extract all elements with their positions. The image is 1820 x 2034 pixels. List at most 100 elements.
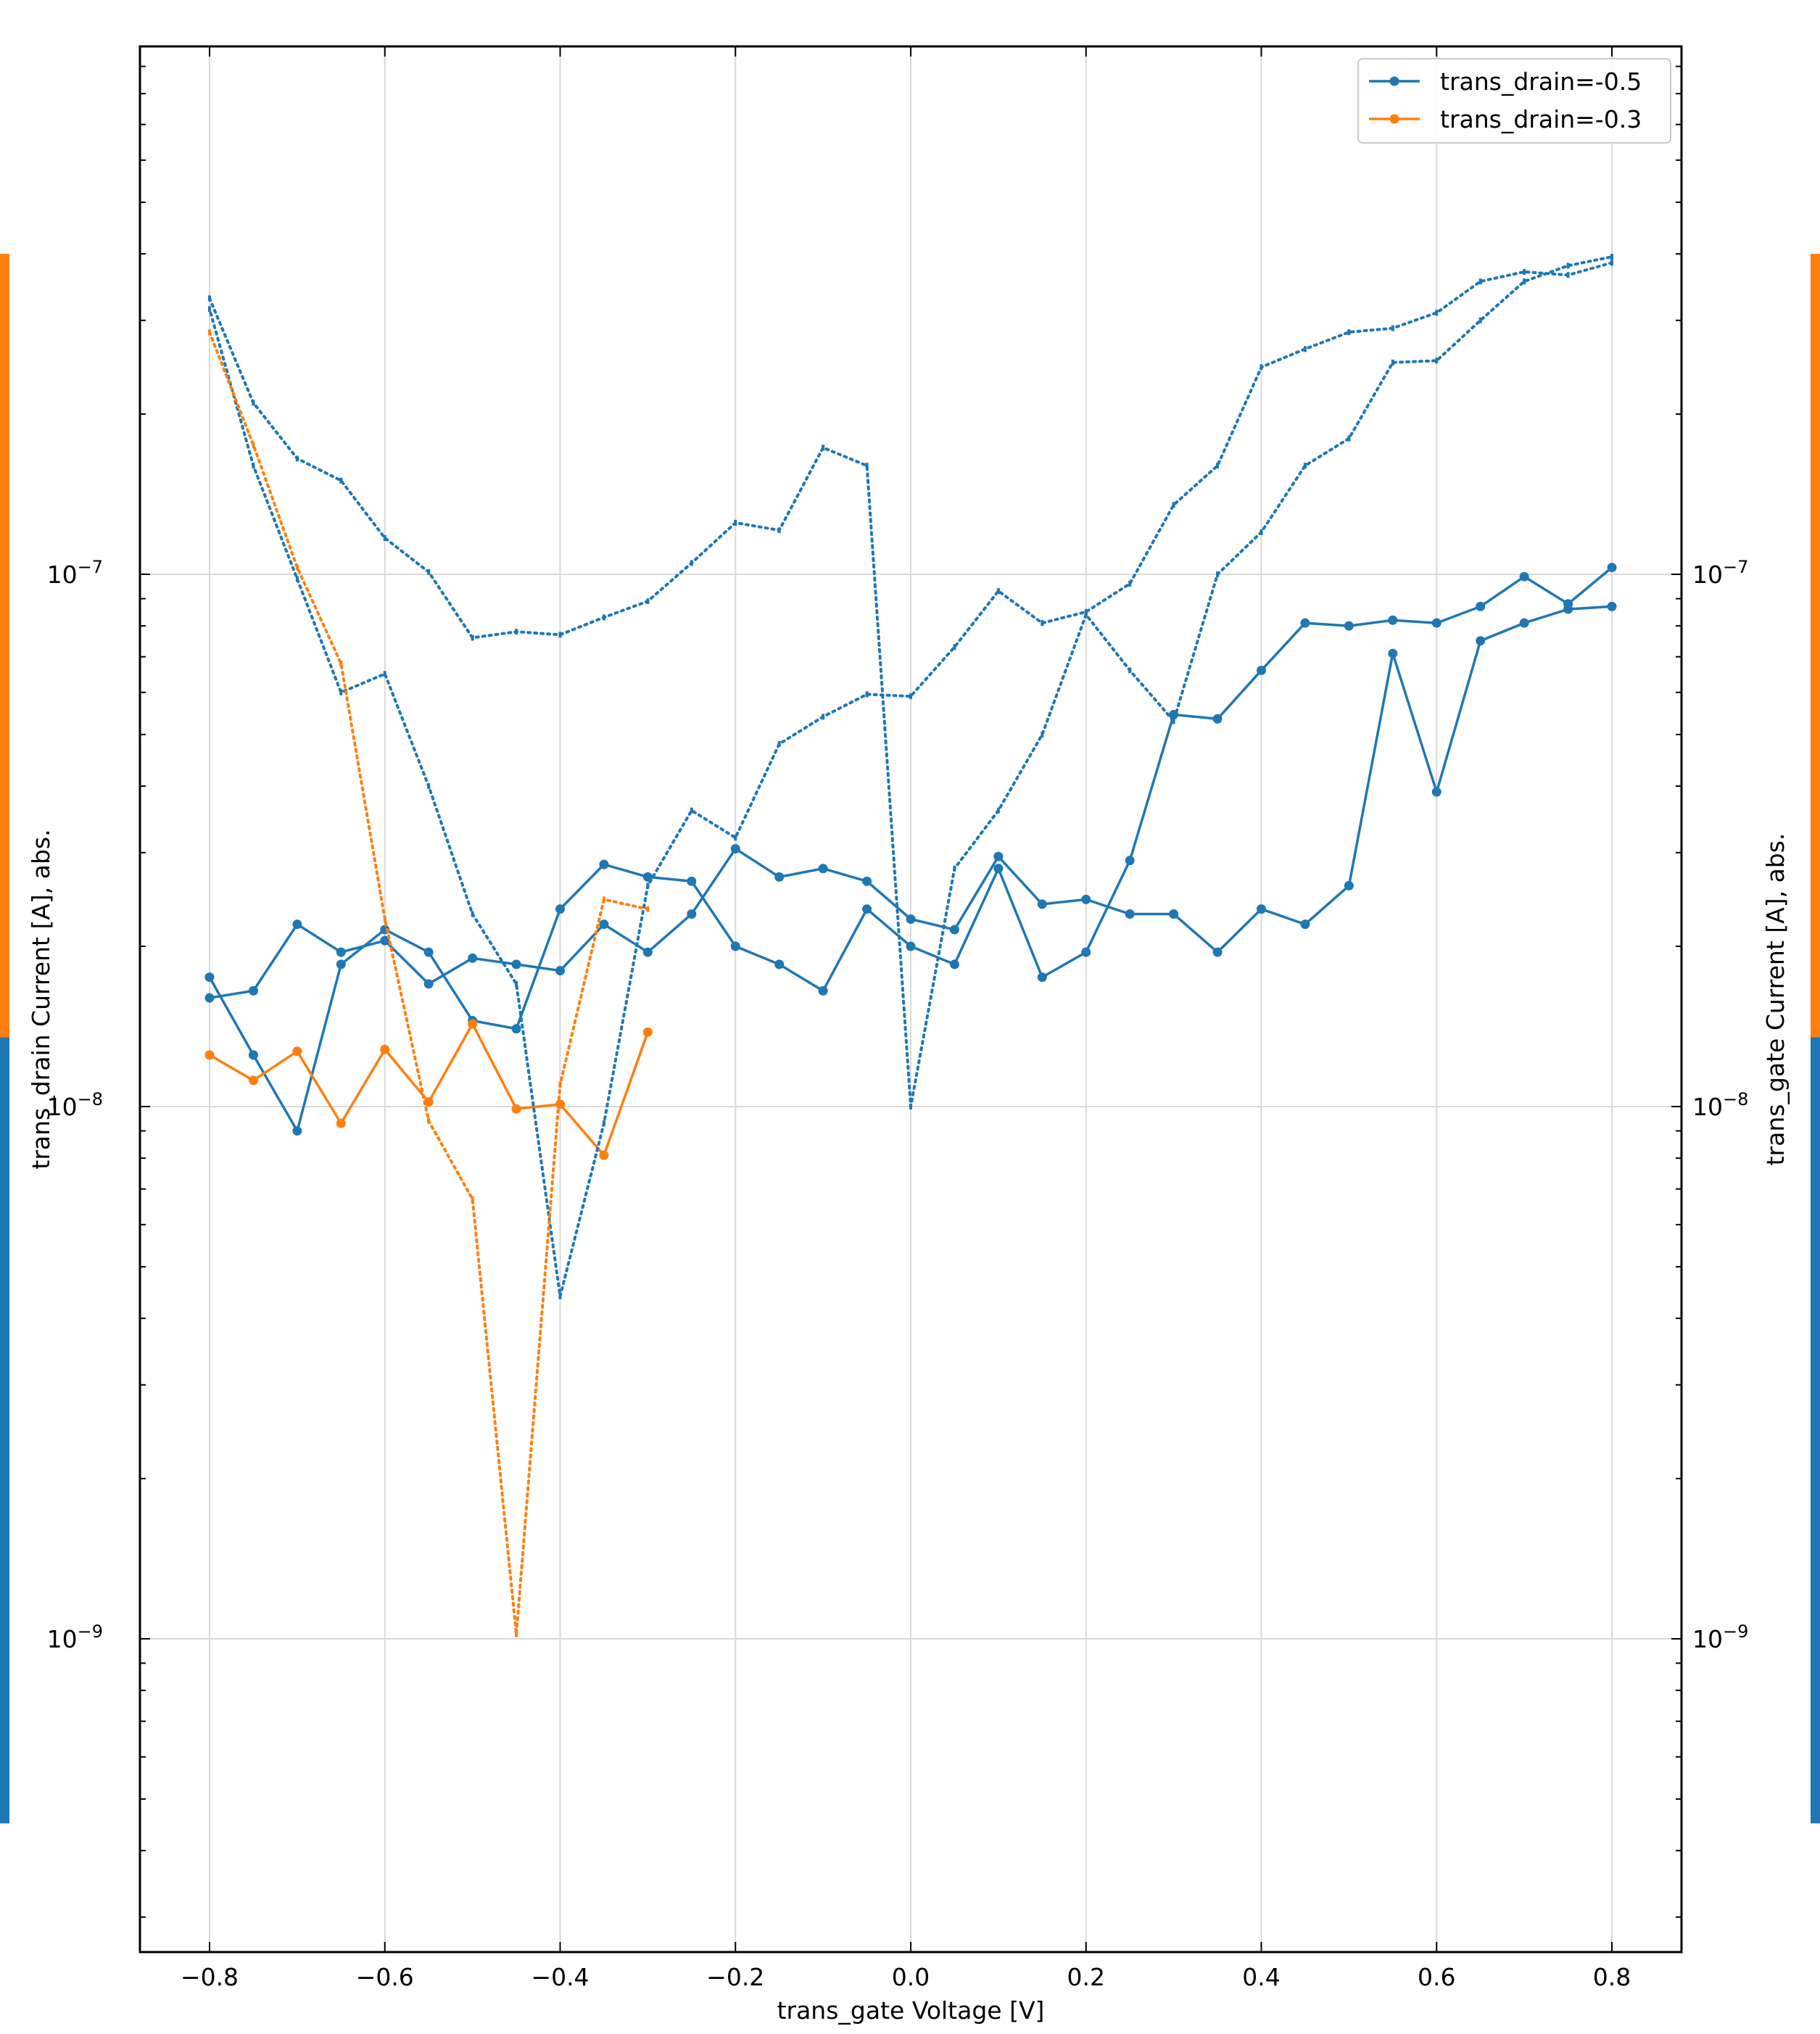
- x-tick-label-4: 0.0: [892, 1963, 930, 1991]
- y-tick-label-left-1: 10−8: [47, 1089, 103, 1121]
- series-0-point-30: [1519, 618, 1529, 628]
- series-2-point-1: [248, 1075, 258, 1086]
- series-1-point-1: [1563, 599, 1573, 609]
- plot-series: [204, 254, 1617, 1637]
- y-axis-label-right: trans_gate Current [A], abs.: [1761, 833, 1790, 1166]
- series-0-point-12: [730, 844, 740, 854]
- series-1-point-32: [204, 972, 215, 983]
- series-0-point-9: [599, 919, 609, 930]
- x-tick-label-5: 0.2: [1067, 1963, 1105, 1991]
- x-tick-label-0: −0.8: [181, 1963, 239, 1991]
- x-axis-label: trans_gate Voltage [V]: [777, 1996, 1045, 2025]
- legend-label-0: trans_drain=-0.5: [1440, 67, 1642, 96]
- series-0-point-24: [1257, 904, 1266, 914]
- y-tick-label-right-2: 10−9: [1692, 1621, 1748, 1653]
- series-0-point-13: [774, 872, 785, 882]
- side-color-bars: [0, 254, 1820, 1824]
- series-line-4: [208, 261, 1613, 1297]
- legend-marker-1: [1389, 114, 1399, 124]
- series-1-point-5: [1388, 615, 1398, 625]
- left-side-bar-0: [0, 254, 9, 1038]
- x-tick-label-1: −0.6: [356, 1963, 414, 1991]
- series-0-point-28: [1431, 787, 1441, 797]
- series-2-point-10: [642, 1027, 653, 1037]
- x-tick-label-8: 0.8: [1593, 1963, 1631, 1991]
- series-0-point-22: [1169, 909, 1179, 919]
- left-side-bar-1: [0, 1037, 9, 1824]
- series-2-point-6: [468, 1019, 478, 1029]
- series-0-point-10: [642, 947, 653, 957]
- series-1-point-17: [862, 904, 872, 914]
- y-tick-label-left-0: 10−7: [47, 557, 103, 589]
- series-0-point-23: [1212, 947, 1223, 957]
- legend: trans_drain=-0.5 trans_drain=-0.3: [1357, 58, 1671, 144]
- series-0-point-6: [468, 953, 478, 963]
- series-1-point-25: [511, 1024, 521, 1034]
- series-1-point-27: [423, 947, 434, 957]
- series-1-point-24: [555, 904, 565, 914]
- series-1-point-11: [1125, 856, 1135, 866]
- series-1-point-20: [730, 941, 740, 951]
- series-0-point-17: [949, 925, 959, 935]
- y-tick-labels: 10−7 10−7 10−8 10−8 10−9 10−9: [47, 557, 1749, 1653]
- series-0-point-27: [1388, 648, 1398, 658]
- axis-ticks: [140, 46, 1682, 1952]
- series-1-point-16: [906, 941, 916, 951]
- series-1-point-12: [1081, 947, 1091, 957]
- series-1-point-21: [687, 876, 697, 886]
- x-tick-label-7: 0.6: [1418, 1963, 1455, 1991]
- series-0-point-25: [1300, 919, 1310, 930]
- x-tick-labels: −0.8 −0.6 −0.4 −0.2 0.0 0.2 0.4 0.6 0.8: [181, 1963, 1631, 1991]
- legend-box: [1357, 58, 1671, 144]
- legend-label-1: trans_drain=-0.3: [1440, 105, 1642, 133]
- series-1-point-7: [1300, 618, 1310, 628]
- series-0-point-15: [862, 876, 872, 886]
- series-2-point-0: [204, 1050, 215, 1060]
- x-tick-label-6: 0.4: [1242, 1963, 1280, 1991]
- series-2-point-7: [511, 1104, 521, 1114]
- series-0-point-21: [1125, 909, 1135, 919]
- series-1-point-30: [292, 1126, 302, 1136]
- series-1-point-29: [336, 959, 346, 970]
- series-2-point-9: [599, 1150, 609, 1160]
- x-tick-label-3: −0.2: [706, 1963, 764, 1991]
- y-tick-label-right-0: 10−7: [1692, 557, 1748, 589]
- series-1-point-19: [774, 959, 785, 970]
- series-0-point-7: [511, 959, 521, 970]
- series-1-point-0: [1607, 563, 1617, 573]
- series-0-point-32: [1607, 601, 1617, 611]
- series-1-point-8: [1257, 665, 1266, 675]
- series-0-point-4: [380, 935, 390, 946]
- series-1-point-23: [599, 859, 609, 869]
- series-0-point-8: [555, 966, 565, 976]
- series-2-point-4: [380, 1044, 390, 1054]
- series-1-point-3: [1476, 601, 1486, 611]
- series-0-point-5: [423, 979, 434, 989]
- series-0-point-19: [1037, 899, 1047, 909]
- x-tick-label-2: −0.4: [531, 1963, 589, 1991]
- series-1-point-6: [1344, 621, 1354, 631]
- series-0-point-0: [204, 993, 215, 1003]
- series-1-point-4: [1431, 618, 1441, 628]
- series-0-point-16: [906, 914, 916, 924]
- series-0-point-29: [1476, 636, 1486, 646]
- series-0-point-3: [336, 947, 346, 957]
- y-axis-label-left: trans_drain Current [A], abs.: [27, 829, 55, 1169]
- legend-marker-0: [1389, 76, 1399, 86]
- series-1-point-15: [949, 959, 959, 970]
- series-0-point-14: [818, 864, 828, 874]
- right-side-bar-1: [1811, 1037, 1820, 1824]
- series-0-point-1: [248, 985, 258, 996]
- series-2-point-2: [292, 1046, 302, 1057]
- series-1-point-18: [818, 985, 828, 996]
- series-1-point-13: [1037, 972, 1047, 983]
- series-1-point-2: [1519, 571, 1529, 582]
- series-0-point-18: [993, 851, 1004, 861]
- y-tick-label-right-1: 10−8: [1692, 1089, 1748, 1121]
- series-1-point-9: [1212, 714, 1223, 724]
- series-1-point-14: [993, 864, 1004, 874]
- series-0-point-2: [292, 919, 302, 930]
- y-tick-label-left-2: 10−9: [47, 1621, 103, 1653]
- right-side-bar-0: [1811, 254, 1820, 1038]
